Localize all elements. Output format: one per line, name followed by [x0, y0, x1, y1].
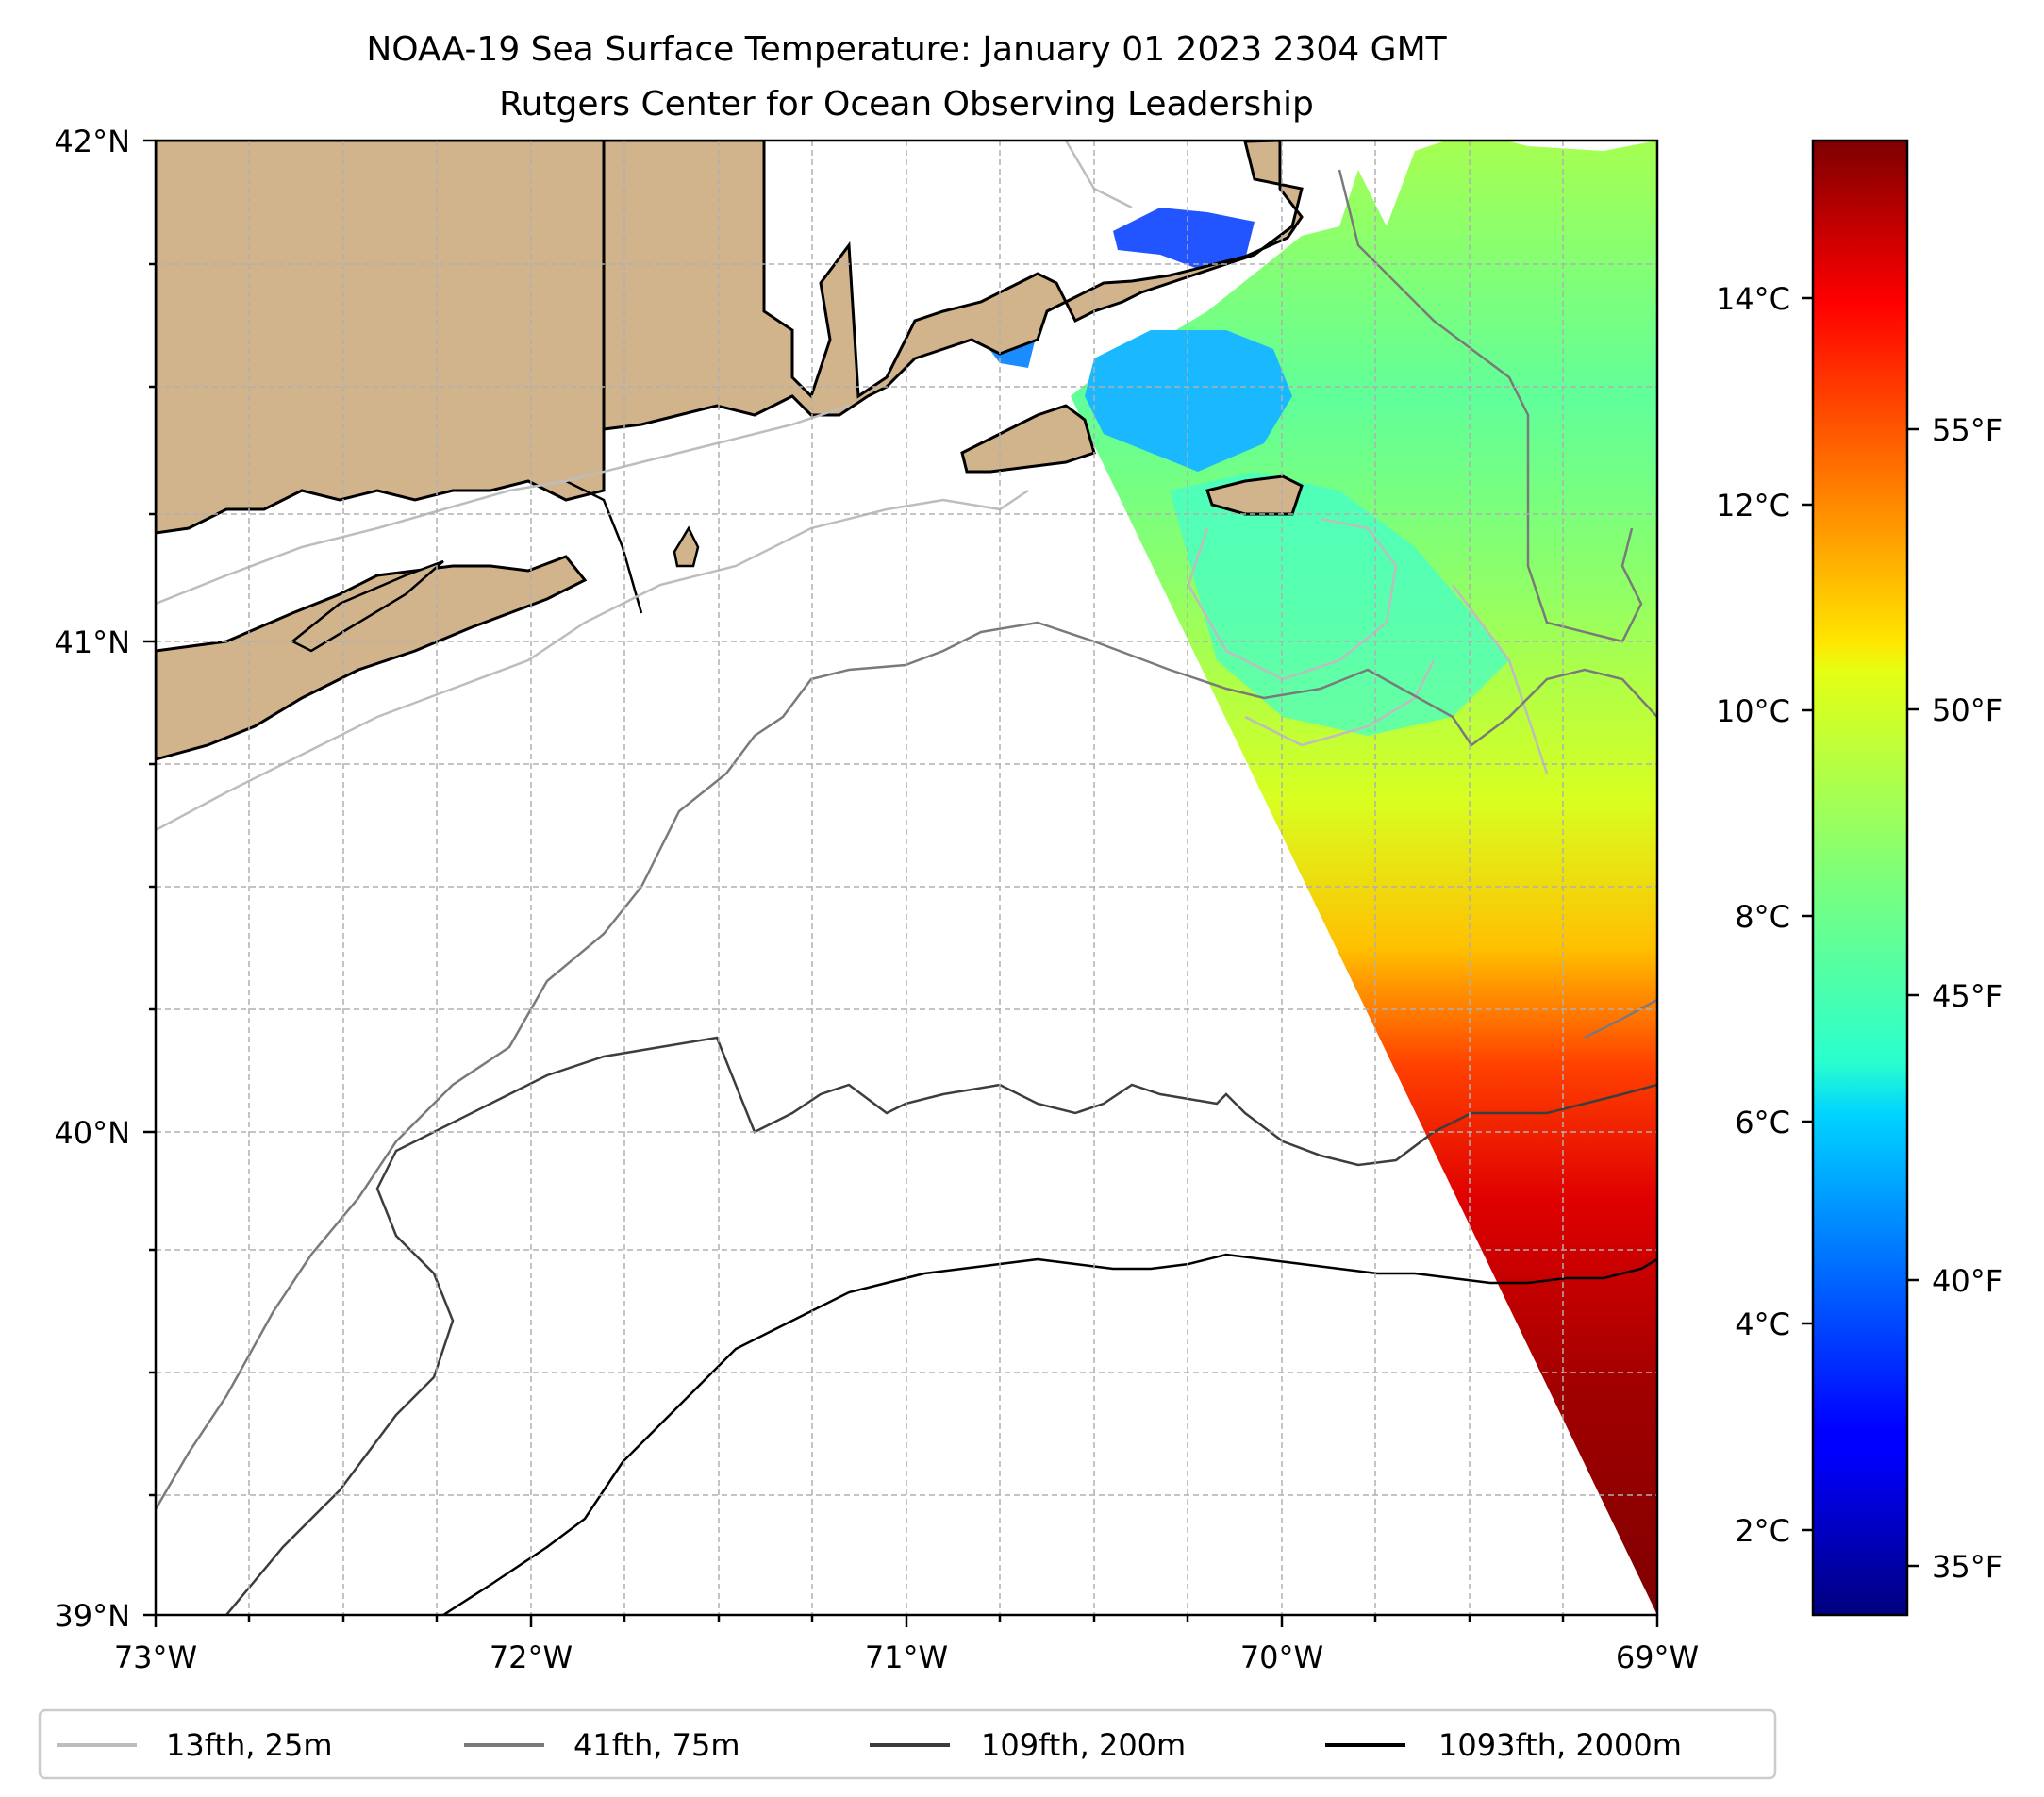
map-area: [156, 141, 1657, 1615]
lon-label-73w: 73°W: [114, 1639, 197, 1675]
state-boundary-line: [565, 479, 643, 614]
land-long-island-north-fork: [290, 559, 444, 653]
sst-cool-band: [1170, 472, 1509, 736]
contour-75m: [156, 169, 1657, 1510]
cbar-label-45f: 45°F: [1932, 978, 2002, 1014]
lon-label-70w: 70°W: [1240, 1639, 1323, 1675]
longitude-axis: [154, 1615, 1659, 1627]
map-gridlines: [156, 141, 1657, 1615]
lat-label-42n: 42°N: [54, 124, 130, 159]
land-nantucket: [1205, 474, 1304, 516]
colorbar-fahrenheit-ticks: [1907, 427, 1919, 1568]
cbar-label-10c: 10°C: [1716, 693, 1790, 729]
land-block-island: [673, 525, 700, 568]
contour-200m: [225, 1036, 1657, 1615]
legend-label-200m: 109fth, 200m: [981, 1727, 1186, 1763]
contour-25m: [156, 141, 1549, 832]
title-line-1: NOAA-19 Sea Surface Temperature: January…: [366, 30, 1447, 69]
contour-2000m: [442, 1253, 1657, 1615]
cbar-label-12c: 12°C: [1716, 488, 1790, 524]
lon-label-71w: 71°W: [865, 1639, 948, 1675]
cbar-label-4c: 4°C: [1735, 1306, 1790, 1342]
cbar-label-40f: 40°F: [1932, 1263, 2002, 1299]
colorbar-celsius-ticks: [1802, 296, 1813, 1532]
title-line-2: Rutgers Center for Ocean Observing Leade…: [499, 85, 1314, 124]
land-connecticut-rhode-island: [156, 141, 606, 535]
sst-cold-patch-cape-cod-bay: [1113, 208, 1255, 269]
cbar-label-35f: 35°F: [1932, 1549, 2002, 1585]
lat-label-40n: 40°N: [54, 1115, 130, 1151]
cbar-label-8c: 8°C: [1735, 899, 1790, 935]
latitude-axis: [143, 139, 156, 1617]
cbar-label-55f: 55°F: [1932, 412, 2002, 448]
cbar-label-2c: 2°C: [1735, 1513, 1790, 1549]
lon-label-72w: 72°W: [490, 1639, 573, 1675]
sst-cold-patch-nantucket-sound: [1085, 330, 1292, 472]
legend-label-75m: 41fth, 75m: [573, 1727, 739, 1763]
cbar-label-6c: 6°C: [1735, 1105, 1790, 1140]
lon-label-69w: 69°W: [1616, 1639, 1699, 1675]
legend-label-2000m: 1093fth, 2000m: [1438, 1727, 1682, 1763]
lat-label-41n: 41°N: [54, 624, 130, 660]
legend-label-25m: 13fth, 25m: [166, 1727, 332, 1763]
cbar-label-14c: 14°C: [1716, 281, 1790, 317]
land-long-island: [156, 555, 588, 761]
lat-label-39n: 39°N: [54, 1598, 130, 1634]
cbar-label-50f: 50°F: [1932, 692, 2002, 728]
colorbar: [1811, 139, 1909, 1617]
